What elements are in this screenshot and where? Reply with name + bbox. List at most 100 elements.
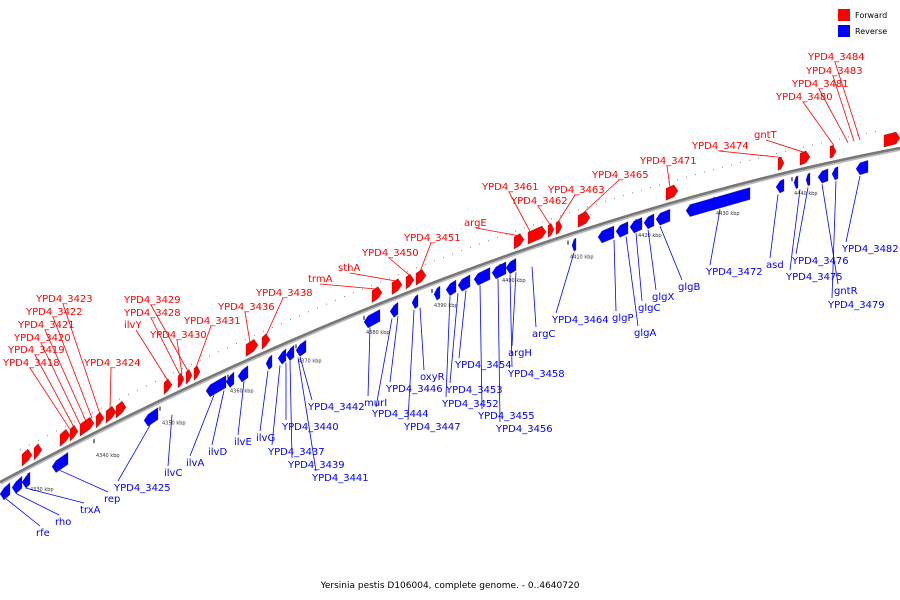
reverse-gene-16 xyxy=(445,279,457,296)
reverse-leader-line xyxy=(407,309,415,421)
tick-label: 4400 kbp xyxy=(502,278,526,284)
track-dot xyxy=(128,394,129,396)
reverse-gene-label: oxyR xyxy=(420,372,445,383)
track-dot xyxy=(362,288,363,290)
track-dot xyxy=(515,230,516,232)
reverse-gene-label: rho xyxy=(55,517,71,528)
reverse-gene-21 xyxy=(571,237,577,252)
forward-gene-4 xyxy=(79,416,95,437)
forward-leader-line xyxy=(765,139,805,153)
reverse-gene-label: YPD4_3455 xyxy=(477,411,535,422)
track-dot xyxy=(119,398,120,400)
forward-gene-label: YPD4_3428 xyxy=(123,308,181,319)
forward-gene-19 xyxy=(527,225,547,245)
forward-gene-8 xyxy=(163,378,173,396)
track-dot xyxy=(452,253,453,255)
reverse-leader-line xyxy=(211,390,225,446)
track-dot xyxy=(524,227,525,229)
reverse-gene-23 xyxy=(615,221,629,238)
reverse-gene-label: ilvD xyxy=(208,447,227,458)
track-dot xyxy=(164,376,165,378)
reverse-gene-22 xyxy=(597,225,615,244)
forward-gene-5 xyxy=(95,411,105,429)
forward-leader-line xyxy=(557,194,576,223)
track-dot xyxy=(398,274,399,276)
reverse-leader-line xyxy=(367,327,371,397)
track-dot xyxy=(155,380,156,382)
legend: Forward Reverse xyxy=(838,9,887,37)
track-dot xyxy=(146,385,147,387)
track-dot xyxy=(191,363,192,365)
forward-gene-26 xyxy=(829,144,837,159)
forward-gene-2 xyxy=(59,429,71,447)
track-dot xyxy=(56,430,57,432)
forward-leader-line xyxy=(818,88,849,143)
forward-gene-18 xyxy=(513,233,525,250)
reverse-features xyxy=(0,160,869,501)
forward-gene-label: YPD4_3471 xyxy=(639,156,697,167)
reverse-gene-label: asd xyxy=(766,260,784,271)
track-dot xyxy=(263,330,264,332)
tick-label: 4370 kbp xyxy=(298,358,322,364)
tick-label: 4410 kbp xyxy=(570,255,594,261)
forward-gene-label: YPD4_3418 xyxy=(2,358,60,369)
forward-gene-0 xyxy=(21,448,33,467)
reverse-gene-label: YPD4_3444 xyxy=(371,409,429,420)
reverse-gene-label: YPD4_3476 xyxy=(791,256,849,267)
reverse-gene-20 xyxy=(505,258,517,275)
forward-gene-9 xyxy=(177,372,185,389)
reverse-gene-25 xyxy=(643,213,655,230)
forward-leader-line xyxy=(581,179,620,215)
forward-gene-15 xyxy=(391,278,403,295)
track-dot xyxy=(578,209,579,211)
forward-leader-line xyxy=(718,150,783,158)
tick-label: 4350 kbp xyxy=(162,421,186,427)
track-dot xyxy=(371,285,372,287)
reverse-gene-33 xyxy=(855,160,869,175)
forward-gene-23 xyxy=(665,184,679,201)
forward-gene-label: YPD4_3481 xyxy=(791,79,849,90)
reverse-leader-line xyxy=(259,370,269,432)
forward-gene-label: YPD4_3421 xyxy=(17,320,75,331)
track-dot xyxy=(200,359,201,361)
forward-leader-line xyxy=(388,257,411,276)
track-dot xyxy=(74,421,75,423)
reverse-leader-line xyxy=(647,229,657,291)
forward-gene-label: YPD4_3463 xyxy=(547,185,605,196)
reverse-gene-10 xyxy=(285,344,295,362)
forward-leader-line xyxy=(834,61,861,141)
reverse-gene-label: YPD4_3442 xyxy=(307,402,365,413)
track-dot xyxy=(659,184,660,186)
track-dot xyxy=(101,407,102,409)
track-dot xyxy=(254,334,255,336)
legend-forward-label: Forward xyxy=(855,11,887,20)
map-caption: Yersinia pestis D106004, complete genome… xyxy=(320,581,580,591)
track-dot xyxy=(290,319,291,321)
forward-leader-line xyxy=(40,342,81,425)
reverse-leader-line xyxy=(271,365,281,446)
reverse-leader-line xyxy=(419,307,425,371)
track-dot xyxy=(632,192,633,194)
forward-gene-label: YPD4_3450 xyxy=(361,248,419,259)
forward-gene-label: sthA xyxy=(338,263,360,274)
forward-gene-label: YPD4_3424 xyxy=(83,358,141,369)
forward-gene-label: YPD4_3484 xyxy=(807,52,865,63)
reverse-gene-label: YPD4_3440 xyxy=(281,422,339,433)
reverse-gene-14 xyxy=(411,294,419,309)
reverse-gene-label: YPD4_3482 xyxy=(841,244,899,255)
reverse-gene-3 xyxy=(51,452,69,473)
reverse-gene-11 xyxy=(295,339,307,357)
reverse-gene-label: YPD4_3464 xyxy=(551,315,609,326)
forward-leader-line xyxy=(150,317,181,376)
forward-leader-line xyxy=(419,242,432,272)
reverse-gene-label: ilvG xyxy=(256,433,275,444)
reverse-gene-18 xyxy=(473,267,491,286)
track-dot xyxy=(272,326,273,328)
reverse-gene-label: trxA xyxy=(80,505,101,516)
track-dot xyxy=(497,237,498,239)
reverse-gene-label: YPD4_3441 xyxy=(311,473,369,484)
forward-leader-line xyxy=(52,316,93,419)
reverse-gene-label: YPD4_3439 xyxy=(287,460,345,471)
forward-gene-24 xyxy=(777,156,785,171)
reverse-gene-6 xyxy=(225,371,235,388)
